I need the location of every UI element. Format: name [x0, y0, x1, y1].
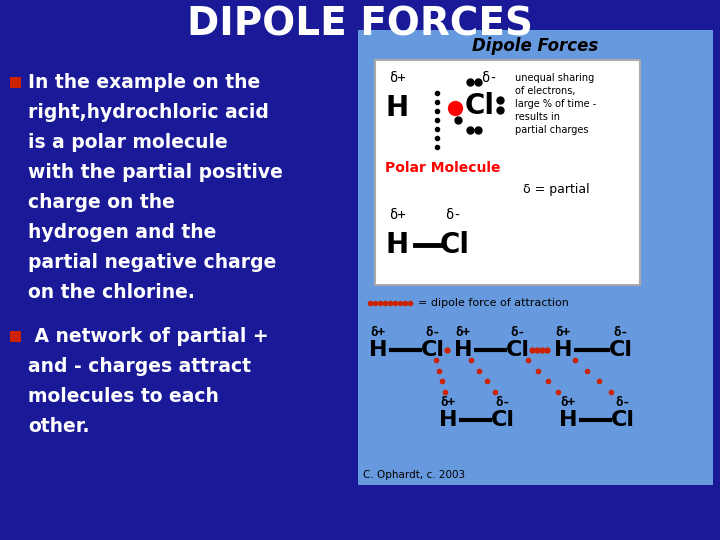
- Text: and - charges attract: and - charges attract: [28, 356, 251, 375]
- Text: right,hydrochloric acid: right,hydrochloric acid: [28, 103, 269, 122]
- Text: Polar Molecule: Polar Molecule: [385, 161, 500, 175]
- Text: H: H: [385, 94, 408, 122]
- Text: Cl: Cl: [465, 92, 495, 120]
- Text: δ+: δ+: [371, 326, 385, 339]
- Text: δ = partial: δ = partial: [523, 184, 590, 197]
- Text: C. Ophardt, c. 2003: C. Ophardt, c. 2003: [363, 470, 465, 480]
- Text: partial negative charge: partial negative charge: [28, 253, 276, 272]
- Text: δ-: δ-: [510, 326, 526, 339]
- Text: H: H: [369, 340, 387, 360]
- Text: δ-: δ-: [445, 208, 462, 222]
- Text: charge on the: charge on the: [28, 192, 175, 212]
- Text: H: H: [438, 410, 457, 430]
- Text: Dipole Forces: Dipole Forces: [472, 37, 598, 55]
- Text: Cl: Cl: [421, 340, 445, 360]
- Text: H: H: [554, 340, 572, 360]
- Text: δ+: δ+: [556, 326, 570, 339]
- Text: δ+: δ+: [389, 71, 405, 85]
- FancyBboxPatch shape: [10, 330, 21, 341]
- Text: DIPOLE FORCES: DIPOLE FORCES: [187, 5, 533, 43]
- Text: In the example on the: In the example on the: [28, 72, 260, 91]
- Text: δ-: δ-: [482, 71, 498, 85]
- Text: δ+: δ+: [389, 208, 405, 222]
- Text: hydrogen and the: hydrogen and the: [28, 222, 217, 241]
- Text: with the partial positive: with the partial positive: [28, 163, 283, 181]
- Text: Cl: Cl: [506, 340, 530, 360]
- Text: other.: other.: [28, 416, 89, 435]
- Text: Cl: Cl: [611, 410, 635, 430]
- Text: δ-: δ-: [426, 326, 441, 339]
- Text: δ+: δ+: [456, 326, 470, 339]
- Text: δ-: δ-: [495, 395, 510, 408]
- FancyBboxPatch shape: [10, 77, 21, 87]
- Text: = dipole force of attraction: = dipole force of attraction: [418, 298, 569, 308]
- Text: H: H: [385, 231, 408, 259]
- FancyBboxPatch shape: [375, 60, 640, 285]
- Text: δ+: δ+: [441, 395, 456, 408]
- FancyBboxPatch shape: [358, 30, 713, 485]
- Text: is a polar molecule: is a polar molecule: [28, 132, 228, 152]
- Text: molecules to each: molecules to each: [28, 387, 219, 406]
- Text: Cl: Cl: [609, 340, 633, 360]
- Text: H: H: [559, 410, 577, 430]
- Text: δ-: δ-: [613, 326, 629, 339]
- Text: A network of partial +: A network of partial +: [28, 327, 269, 346]
- Text: δ+: δ+: [560, 395, 575, 408]
- Text: δ-: δ-: [616, 395, 631, 408]
- Text: H: H: [454, 340, 472, 360]
- Text: unequal sharing
of electrons,
large % of time -
results in
partial charges: unequal sharing of electrons, large % of…: [515, 72, 596, 136]
- Text: Cl: Cl: [440, 231, 470, 259]
- Text: on the chlorine.: on the chlorine.: [28, 282, 195, 301]
- Text: Cl: Cl: [491, 410, 515, 430]
